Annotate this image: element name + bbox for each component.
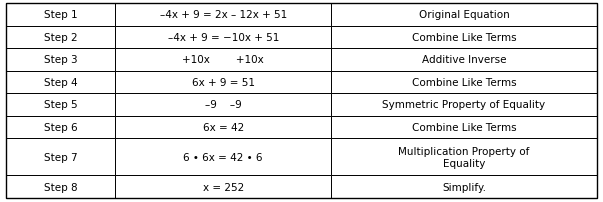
Bar <box>331 71 597 94</box>
Text: Original Equation: Original Equation <box>418 10 510 20</box>
Bar <box>6 71 115 94</box>
Bar <box>6 26 115 49</box>
Bar <box>331 49 597 71</box>
Text: Step 6: Step 6 <box>44 122 78 132</box>
Bar <box>115 176 331 198</box>
Bar <box>331 139 597 176</box>
Text: Step 3: Step 3 <box>44 55 78 65</box>
Text: Combine Like Terms: Combine Like Terms <box>412 122 516 132</box>
Text: 6x + 9 = 51: 6x + 9 = 51 <box>192 78 254 87</box>
Text: +10x        +10x: +10x +10x <box>182 55 264 65</box>
Text: Combine Like Terms: Combine Like Terms <box>412 78 516 87</box>
Bar <box>115 139 331 176</box>
Text: x = 252: x = 252 <box>203 182 244 192</box>
Bar <box>331 4 597 26</box>
Bar <box>331 94 597 116</box>
Bar <box>6 94 115 116</box>
Text: Multiplication Property of
Equality: Multiplication Property of Equality <box>399 146 529 168</box>
Bar <box>115 49 331 71</box>
Bar <box>6 4 115 26</box>
Text: Step 7: Step 7 <box>44 152 78 162</box>
Bar <box>115 116 331 139</box>
Bar <box>6 176 115 198</box>
Bar <box>115 94 331 116</box>
Bar <box>331 26 597 49</box>
Text: Step 4: Step 4 <box>44 78 78 87</box>
Bar <box>6 139 115 176</box>
Text: Step 1: Step 1 <box>44 10 78 20</box>
Text: Symmetric Property of Equality: Symmetric Property of Equality <box>382 100 546 110</box>
Text: Combine Like Terms: Combine Like Terms <box>412 33 516 43</box>
Bar <box>331 116 597 139</box>
Bar <box>6 116 115 139</box>
Text: Additive Inverse: Additive Inverse <box>421 55 507 65</box>
Text: 6 • 6x = 42 • 6: 6 • 6x = 42 • 6 <box>183 152 263 162</box>
Text: 6x = 42: 6x = 42 <box>203 122 244 132</box>
Text: Step 2: Step 2 <box>44 33 78 43</box>
Text: Simplify.: Simplify. <box>442 182 486 192</box>
Text: Step 8: Step 8 <box>44 182 78 192</box>
Text: Step 5: Step 5 <box>44 100 78 110</box>
Bar <box>115 26 331 49</box>
Bar <box>331 176 597 198</box>
Bar <box>115 4 331 26</box>
Text: –4x + 9 = −10x + 51: –4x + 9 = −10x + 51 <box>168 33 279 43</box>
Bar <box>6 49 115 71</box>
Text: –4x + 9 = 2x – 12x + 51: –4x + 9 = 2x – 12x + 51 <box>160 10 287 20</box>
Text: –9    –9: –9 –9 <box>205 100 242 110</box>
Bar <box>115 71 331 94</box>
